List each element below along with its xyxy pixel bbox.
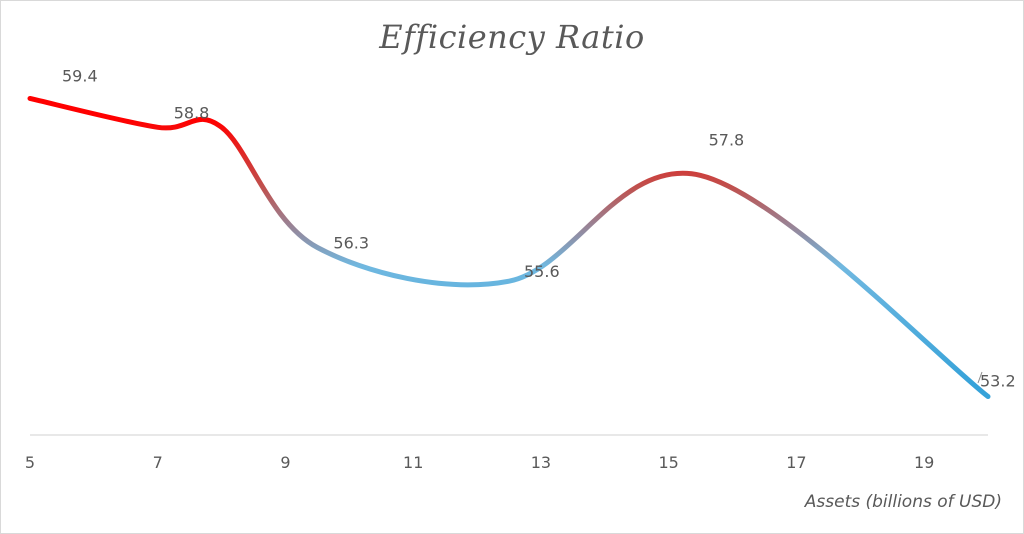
data-label: 53.2	[980, 372, 1016, 391]
x-tick-label: 11	[403, 453, 423, 472]
data-label: 55.6	[524, 262, 560, 281]
data-labels: 59.4 58.8 56.3 55.6 57.8 53.2	[62, 66, 1016, 390]
x-axis-title: Assets (billions of USD)	[804, 492, 1002, 512]
data-label: 58.8	[174, 103, 210, 122]
leader-line	[977, 371, 983, 384]
x-tick-label: 7	[153, 453, 163, 472]
data-label: 59.4	[62, 66, 98, 85]
data-label: 57.8	[709, 130, 745, 149]
chart-title: Efficiency Ratio	[379, 18, 645, 56]
data-label: 56.3	[333, 234, 369, 253]
x-tick-label: 17	[786, 453, 806, 472]
x-tick-label: 15	[658, 453, 678, 472]
x-tick-label: 9	[280, 453, 290, 472]
series-line	[27, 95, 991, 400]
x-tick-label: 13	[531, 453, 551, 472]
x-tick-labels: 5 7 9 11 13 15 17 19	[25, 453, 934, 472]
x-tick-label: 5	[25, 453, 35, 472]
x-tick-label: 19	[914, 453, 934, 472]
